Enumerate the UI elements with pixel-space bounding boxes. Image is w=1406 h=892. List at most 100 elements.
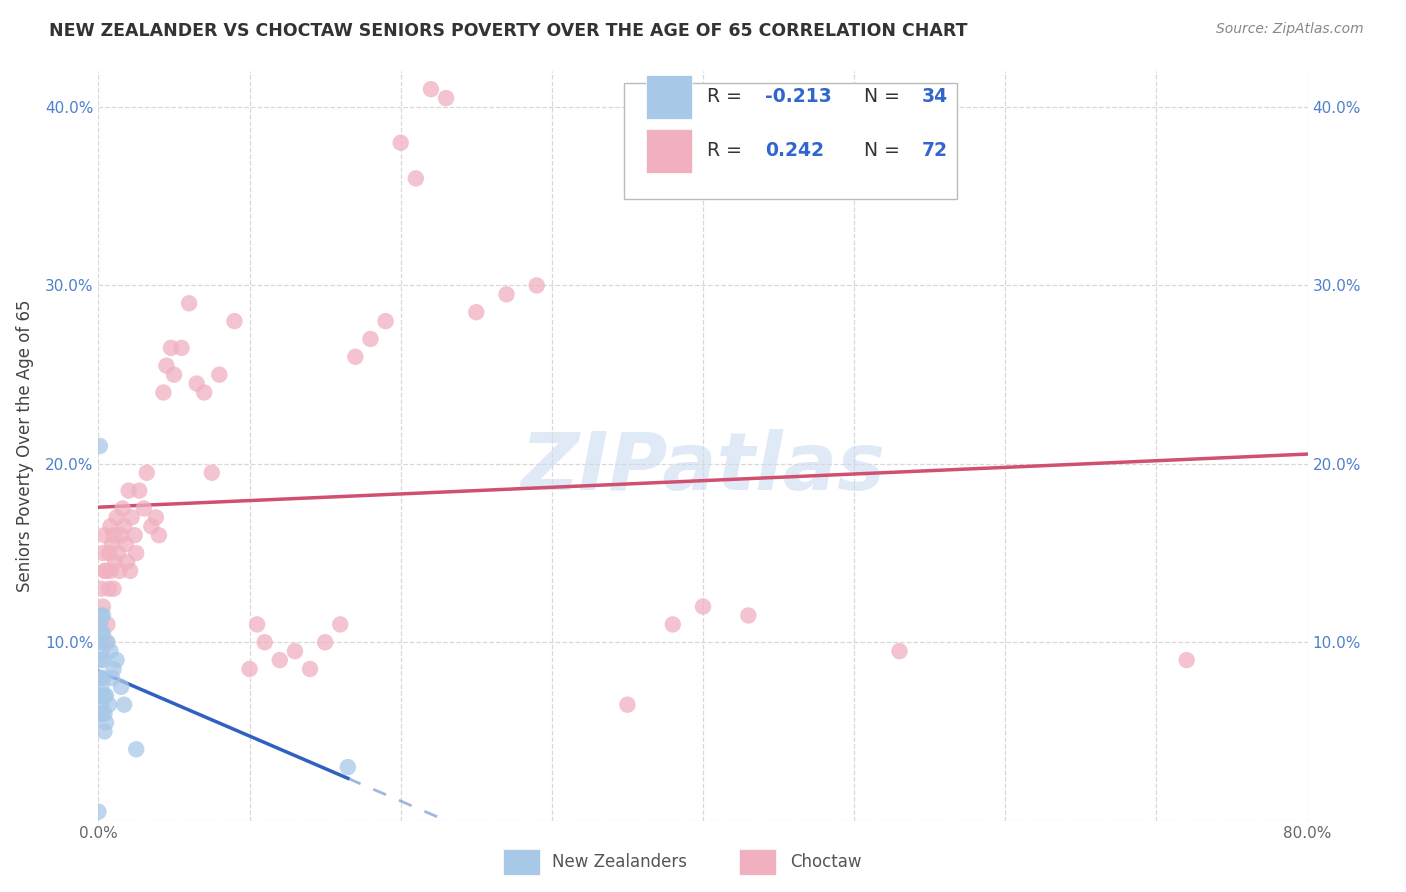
Point — [101, 671, 124, 685]
Point — [160, 341, 183, 355]
Text: New Zealanders: New Zealanders — [551, 853, 688, 871]
Point — [179, 296, 201, 310]
Point — [495, 287, 517, 301]
Point — [112, 698, 135, 712]
Bar — [647, 75, 692, 119]
Text: N =: N = — [863, 141, 905, 161]
Point — [91, 653, 114, 667]
Y-axis label: Seniors Poverty Over the Age of 65: Seniors Poverty Over the Age of 65 — [15, 300, 34, 592]
Point — [103, 582, 125, 596]
Bar — [503, 849, 540, 875]
Point — [114, 537, 136, 551]
Point — [107, 546, 129, 560]
Point — [526, 278, 548, 293]
Point — [163, 368, 186, 382]
Point — [112, 519, 135, 533]
Point — [208, 368, 231, 382]
Point — [105, 510, 128, 524]
Point — [118, 483, 141, 498]
Text: NEW ZEALANDER VS CHOCTAW SENIORS POVERTY OVER THE AGE OF 65 CORRELATION CHART: NEW ZEALANDER VS CHOCTAW SENIORS POVERTY… — [49, 22, 967, 40]
Point — [90, 698, 112, 712]
Point — [94, 715, 117, 730]
Text: Source: ZipAtlas.com: Source: ZipAtlas.com — [1216, 22, 1364, 37]
Point — [405, 171, 427, 186]
Point — [91, 546, 114, 560]
Point — [93, 689, 115, 703]
Text: N =: N = — [863, 87, 905, 106]
Point — [94, 564, 117, 578]
Point — [155, 359, 177, 373]
Point — [98, 698, 121, 712]
Point — [121, 510, 143, 524]
Point — [100, 519, 122, 533]
Point — [96, 617, 118, 632]
Point — [246, 617, 269, 632]
Point — [93, 528, 115, 542]
Point — [104, 555, 127, 569]
Point — [125, 546, 148, 560]
Point — [145, 510, 167, 524]
Point — [141, 519, 163, 533]
Point — [124, 528, 146, 542]
Text: -0.213: -0.213 — [765, 87, 831, 106]
Point — [420, 82, 443, 96]
Point — [108, 564, 131, 578]
Point — [91, 608, 114, 623]
Point — [101, 537, 124, 551]
Point — [115, 555, 138, 569]
Point — [148, 528, 170, 542]
Point — [152, 385, 174, 400]
Point — [89, 689, 111, 703]
Text: Choctaw: Choctaw — [790, 853, 862, 871]
Point — [616, 698, 638, 712]
Point — [128, 483, 150, 498]
Point — [336, 760, 359, 774]
Point — [111, 501, 134, 516]
Point — [889, 644, 911, 658]
Point — [125, 742, 148, 756]
Text: 0.242: 0.242 — [765, 141, 824, 161]
Point — [89, 653, 111, 667]
Text: ZIPatlas: ZIPatlas — [520, 429, 886, 508]
Bar — [647, 129, 692, 172]
Point — [299, 662, 322, 676]
Point — [661, 617, 683, 632]
Point — [89, 617, 111, 632]
Point — [89, 671, 111, 685]
Text: R =: R = — [707, 141, 748, 161]
Text: 34: 34 — [922, 87, 948, 106]
Point — [465, 305, 488, 319]
Bar — [740, 849, 776, 875]
Point — [90, 608, 112, 623]
Point — [105, 653, 128, 667]
Point — [224, 314, 246, 328]
Point — [91, 706, 114, 721]
Point — [110, 528, 132, 542]
Point — [360, 332, 382, 346]
Point — [90, 582, 112, 596]
Point — [94, 635, 117, 649]
Point — [93, 706, 115, 721]
FancyBboxPatch shape — [624, 83, 957, 199]
Point — [91, 671, 114, 685]
Point — [374, 314, 396, 328]
Point — [103, 662, 125, 676]
Point — [135, 466, 157, 480]
Point — [269, 653, 291, 667]
Text: R =: R = — [707, 87, 748, 106]
Point — [100, 644, 122, 658]
Point — [91, 689, 114, 703]
Point — [120, 564, 142, 578]
Point — [90, 644, 112, 658]
Point — [90, 626, 112, 640]
Point — [93, 724, 115, 739]
Point — [89, 617, 111, 632]
Point — [87, 805, 110, 819]
Point — [91, 626, 114, 640]
Point — [89, 706, 111, 721]
Point — [110, 680, 132, 694]
Point — [253, 635, 276, 649]
Point — [193, 385, 215, 400]
Point — [737, 608, 759, 623]
Point — [434, 91, 457, 105]
